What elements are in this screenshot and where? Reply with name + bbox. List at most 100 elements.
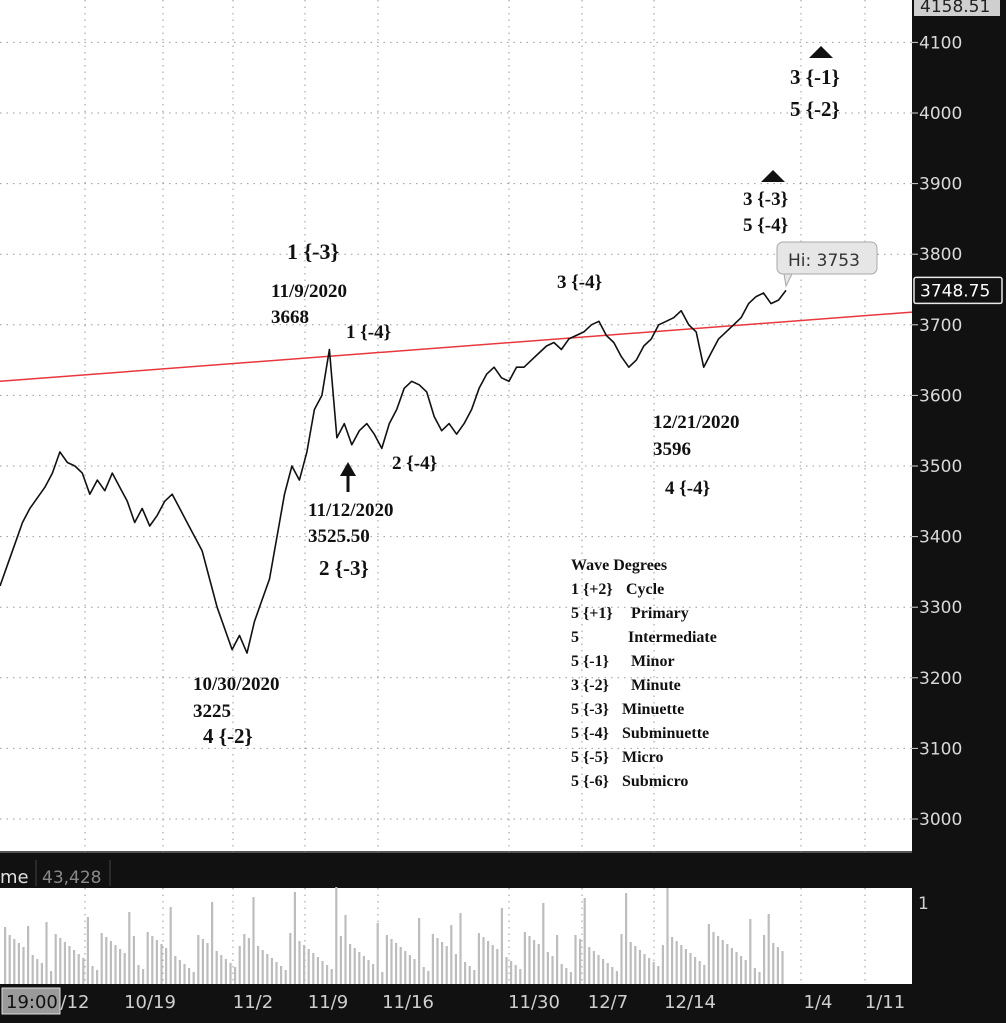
volume-bar xyxy=(468,966,471,984)
wave-label: 2 {-4} xyxy=(392,453,437,474)
hi-callout xyxy=(776,241,878,275)
volume-bar xyxy=(583,898,586,984)
price-label: 3596 xyxy=(653,439,691,460)
volume-bar xyxy=(620,934,623,984)
volume-bar xyxy=(298,941,301,984)
y-tick-label: 3100 xyxy=(919,739,962,759)
volume-bar xyxy=(510,961,513,984)
legend-count: 5 {-5} xyxy=(571,749,609,766)
legend-degree-name: Micro xyxy=(622,749,663,766)
volume-bar xyxy=(376,923,379,984)
volume-bar xyxy=(358,952,361,984)
y-tick-label: 4100 xyxy=(919,33,962,53)
wave-label: 2 {-3} xyxy=(319,556,369,580)
volume-bar xyxy=(31,955,34,984)
volume-bar xyxy=(91,966,94,984)
volume-bar xyxy=(280,966,283,984)
volume-bar xyxy=(735,952,738,984)
volume-bar xyxy=(703,965,706,984)
volume-bar xyxy=(643,954,646,984)
last-price-badge xyxy=(913,276,1003,305)
volume-bar xyxy=(312,953,315,984)
volume-bar xyxy=(362,956,365,984)
legend-count: 5 {-1} xyxy=(571,653,609,670)
volume-bar xyxy=(178,960,181,984)
volume-bar xyxy=(151,936,154,984)
y-tick-label: 3600 xyxy=(919,386,962,406)
volume-bar xyxy=(505,957,508,984)
volume-bar xyxy=(105,937,108,984)
hi-callout-pointer xyxy=(783,273,793,288)
legend-degree-name: Cycle xyxy=(626,581,664,598)
time-badge-label: 19:00 xyxy=(6,992,58,1013)
date-label: 11/12/2020 xyxy=(308,500,394,521)
volume-bar xyxy=(229,963,232,984)
volume-bar xyxy=(592,951,595,984)
volume-bar xyxy=(753,968,756,984)
volume-bar xyxy=(234,967,237,984)
legend-degree-name: Subminuette xyxy=(622,725,709,742)
volume-bar xyxy=(399,947,402,984)
volume-bar xyxy=(445,946,448,984)
volume-bar xyxy=(100,933,103,984)
trend-line[interactable] xyxy=(0,311,913,383)
volume-bar xyxy=(4,927,7,984)
volume-bar xyxy=(514,965,517,984)
legend-title: Wave Degrees xyxy=(571,557,667,574)
volume-bar xyxy=(169,907,172,984)
legend-degree-name: Minuette xyxy=(622,701,684,718)
volume-bar xyxy=(698,961,701,984)
volume-bar xyxy=(128,912,131,984)
volume-bar xyxy=(335,887,338,984)
volume-bar xyxy=(275,962,278,984)
legend-degree-name: Intermediate xyxy=(628,629,717,646)
legend-count: 5 {-6} xyxy=(571,773,609,790)
volume-bar xyxy=(740,956,743,984)
volume-bar xyxy=(155,940,158,984)
y-tick-label: 3200 xyxy=(919,669,962,689)
top-price-badge xyxy=(914,0,1000,16)
volume-bar xyxy=(638,950,641,984)
volume-header-bar xyxy=(0,852,912,888)
y-tick-label: 3500 xyxy=(919,457,962,477)
volume-bar xyxy=(390,939,393,984)
volume-bar xyxy=(496,949,499,984)
volume-bar xyxy=(261,950,264,984)
volume-bar xyxy=(602,959,605,984)
volume-bar xyxy=(220,955,223,984)
volume-bar xyxy=(367,960,370,984)
volume-bar xyxy=(464,962,467,984)
y-tick-label: 3800 xyxy=(919,245,962,265)
legend-count: 3 {-2} xyxy=(571,677,609,694)
wave-label: 1 {-3} xyxy=(287,239,339,264)
volume-bar xyxy=(45,922,48,984)
volume-bar xyxy=(63,942,66,984)
x-tick-label: 12/7 xyxy=(588,992,628,1013)
x-tick-label: 1/4 xyxy=(804,992,833,1013)
volume-bar xyxy=(326,965,329,984)
volume-bar xyxy=(542,903,545,984)
volume-bar xyxy=(519,969,522,984)
volume-bar xyxy=(689,953,692,984)
volume-bar xyxy=(206,943,209,984)
volume-bar xyxy=(238,946,241,984)
wave-label: 4 {-4} xyxy=(665,478,710,499)
volume-bar xyxy=(680,945,683,984)
volume-bar xyxy=(247,938,250,984)
volume-bar xyxy=(13,939,16,984)
volume-bar xyxy=(767,914,770,984)
volume-bar xyxy=(427,971,430,984)
wave-label: 3 {-4} xyxy=(557,272,602,293)
volume-bar xyxy=(772,943,775,984)
volume-bar xyxy=(197,935,200,984)
volume-bar xyxy=(666,888,669,984)
legend-count: 5 xyxy=(571,629,579,646)
x-tick-label: 11/9 xyxy=(308,992,348,1013)
volume-bar xyxy=(270,958,273,984)
volume-bar xyxy=(73,950,76,984)
x-tick-label: 11/16 xyxy=(382,992,434,1013)
volume-bar xyxy=(321,961,324,984)
legend-count: 1 {+2} xyxy=(571,581,613,598)
volume-bar xyxy=(183,964,186,984)
up-triangle-marker-icon xyxy=(809,46,833,58)
